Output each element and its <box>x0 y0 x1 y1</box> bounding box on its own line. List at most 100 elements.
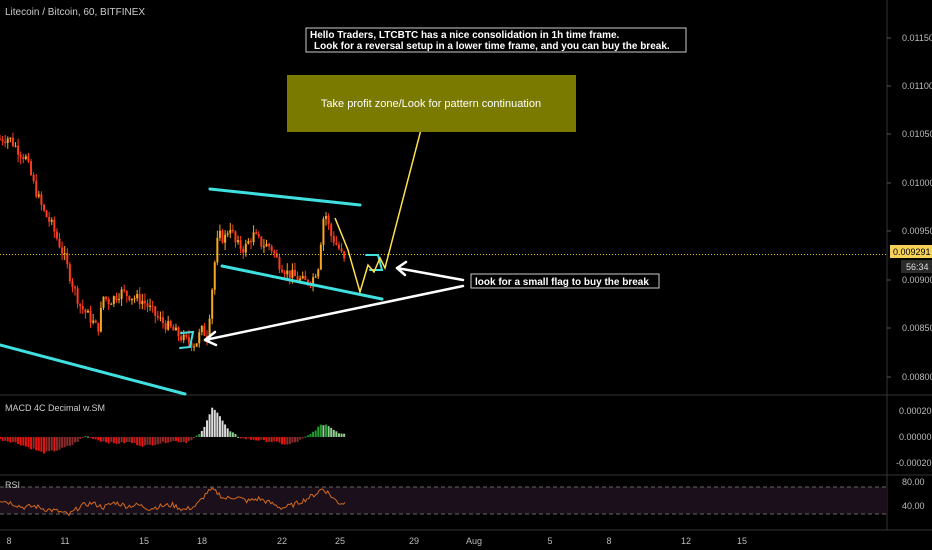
macd-bar <box>265 436 268 443</box>
candle-body <box>195 343 198 347</box>
arrows[interactable] <box>203 260 465 347</box>
candle-body <box>306 279 309 284</box>
lower-support-trendline[interactable] <box>0 343 187 396</box>
macd-bar <box>84 436 87 438</box>
channel-upper-trendline[interactable] <box>208 187 362 207</box>
macd-bar <box>286 436 289 445</box>
trendlines[interactable] <box>0 187 384 396</box>
candle-body <box>92 320 95 323</box>
candle-body <box>32 174 35 181</box>
candle-body <box>63 253 66 255</box>
macd-bar <box>115 436 118 444</box>
macd-bar <box>332 429 335 437</box>
macd-tick-label: 0.00000 <box>899 432 932 442</box>
note-box[interactable] <box>305 27 687 53</box>
candle-body <box>337 244 340 249</box>
candle-body <box>172 326 175 331</box>
arrow-to-small-flag-left[interactable] <box>203 284 465 342</box>
macd-bar <box>172 436 175 441</box>
candle-body <box>55 231 58 239</box>
macd-bar <box>14 436 17 443</box>
candle-body <box>312 277 315 285</box>
macd-bar <box>130 436 133 444</box>
symbol-title[interactable]: Litecoin / Bitcoin, 60, BITFINEX <box>5 7 145 18</box>
rsi-tick-label: 40.00 <box>902 501 925 511</box>
macd-bar <box>231 432 234 437</box>
macd-bar <box>53 436 56 452</box>
candle-body <box>66 253 69 265</box>
price-tick-label: 0.009500 <box>902 226 932 236</box>
time-tick-label: 29 <box>409 536 419 546</box>
small-flag-left[interactable] <box>179 330 195 349</box>
candle-body <box>343 251 346 259</box>
macd-bar <box>120 436 123 443</box>
candle-body <box>265 243 268 247</box>
macd-bar <box>99 436 102 442</box>
candle-body <box>37 194 40 197</box>
take-profit-zone[interactable] <box>287 75 576 132</box>
candle-body <box>242 248 245 253</box>
macd-bar <box>32 436 35 449</box>
candle-body <box>164 323 167 330</box>
macd-bar <box>138 436 141 446</box>
macd-bar <box>304 436 307 438</box>
candle-body <box>211 289 214 319</box>
rsi-title[interactable]: RSI <box>5 480 20 490</box>
macd-bar <box>262 436 265 440</box>
candle-body <box>281 269 284 273</box>
macd-bar <box>317 426 320 437</box>
macd-bar <box>288 436 291 444</box>
macd-bar <box>255 436 258 441</box>
macd-bar <box>237 436 240 438</box>
candle-body <box>76 288 79 304</box>
candle-body <box>89 310 92 323</box>
macd-bar <box>156 436 159 445</box>
flag-hint-box[interactable] <box>470 273 660 289</box>
candle-body <box>296 276 299 281</box>
macd-bar <box>61 436 64 448</box>
arrow-to-small-flag-right[interactable] <box>395 266 465 282</box>
time-axis[interactable]: 8 11 15 18 22 25 29 Aug 5 8 12 15 <box>6 536 747 546</box>
macd-bar <box>337 433 340 437</box>
candle-body <box>9 137 12 139</box>
channel-lower-trendline[interactable] <box>220 264 384 301</box>
macd-bar <box>45 436 48 452</box>
candle-body <box>322 218 325 245</box>
current-price-value: 0.009291 <box>893 247 931 257</box>
macd-bar <box>296 436 299 442</box>
macd-title[interactable]: MACD 4C Decimal w.SM <box>5 403 105 413</box>
macd-bar <box>11 436 14 443</box>
macd-bar <box>118 436 121 444</box>
macd-bar <box>340 433 343 437</box>
macd-bar <box>224 424 227 437</box>
macd-bar <box>141 436 144 447</box>
candle-body <box>24 156 27 160</box>
macd-bar <box>17 436 20 444</box>
macd-bar <box>125 436 128 443</box>
candle-body <box>257 233 260 237</box>
macd-bar <box>76 436 79 442</box>
small-flag-right[interactable] <box>365 254 384 271</box>
macd-bar <box>154 436 157 446</box>
candle-body <box>81 306 84 310</box>
candle-body <box>304 276 307 280</box>
candle-body <box>61 247 64 254</box>
macd-bar <box>322 425 325 437</box>
projection-path[interactable] <box>334 94 431 295</box>
candle-body <box>6 138 9 143</box>
candle-body <box>293 269 296 277</box>
rsi-line <box>0 486 346 517</box>
countdown-value: 56:34 <box>906 262 929 272</box>
candle-body <box>234 231 237 243</box>
candle-body <box>325 215 328 219</box>
macd-bar <box>86 436 89 438</box>
macd-bar <box>252 436 255 440</box>
macd-bar <box>190 436 193 441</box>
macd-bar <box>273 436 276 442</box>
macd-bar <box>112 436 115 444</box>
candle-body <box>213 262 216 290</box>
candle-body <box>156 315 159 318</box>
